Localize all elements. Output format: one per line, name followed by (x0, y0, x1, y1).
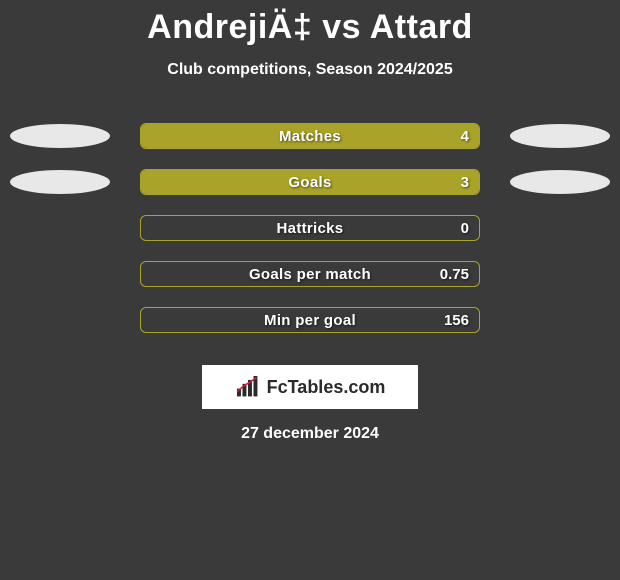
player-marker-left (10, 170, 110, 194)
stat-bar: Goals per match0.75 (140, 261, 480, 287)
stat-bar: Min per goal156 (140, 307, 480, 333)
stat-label: Hattricks (141, 216, 479, 240)
stat-row: Goals per match0.75 (0, 251, 620, 297)
stat-value: 156 (444, 308, 469, 332)
subtitle: Club competitions, Season 2024/2025 (0, 61, 620, 79)
logo-text: FcTables.com (267, 377, 386, 398)
player-marker-left (10, 124, 110, 148)
comparison-chart: Matches4Goals3Hattricks0Goals per match0… (0, 113, 620, 343)
stat-value: 0.75 (440, 262, 469, 286)
stat-value: 0 (461, 216, 469, 240)
stat-label: Goals (141, 170, 479, 194)
page-title: AndrejiÄ‡ vs Attard (0, 0, 620, 47)
player-marker-right (510, 124, 610, 148)
stat-row: Min per goal156 (0, 297, 620, 343)
stat-bar: Hattricks0 (140, 215, 480, 241)
bar-chart-icon (235, 376, 261, 398)
stat-label: Min per goal (141, 308, 479, 332)
stat-value: 3 (461, 170, 469, 194)
player-marker-right (510, 170, 610, 194)
stat-row: Goals3 (0, 159, 620, 205)
stat-row: Matches4 (0, 113, 620, 159)
stat-row: Hattricks0 (0, 205, 620, 251)
stat-label: Matches (141, 124, 479, 148)
snapshot-date: 27 december 2024 (0, 425, 620, 443)
stat-bar: Goals3 (140, 169, 480, 195)
stat-label: Goals per match (141, 262, 479, 286)
stat-value: 4 (461, 124, 469, 148)
stat-bar: Matches4 (140, 123, 480, 149)
fctables-logo: FcTables.com (202, 365, 418, 409)
